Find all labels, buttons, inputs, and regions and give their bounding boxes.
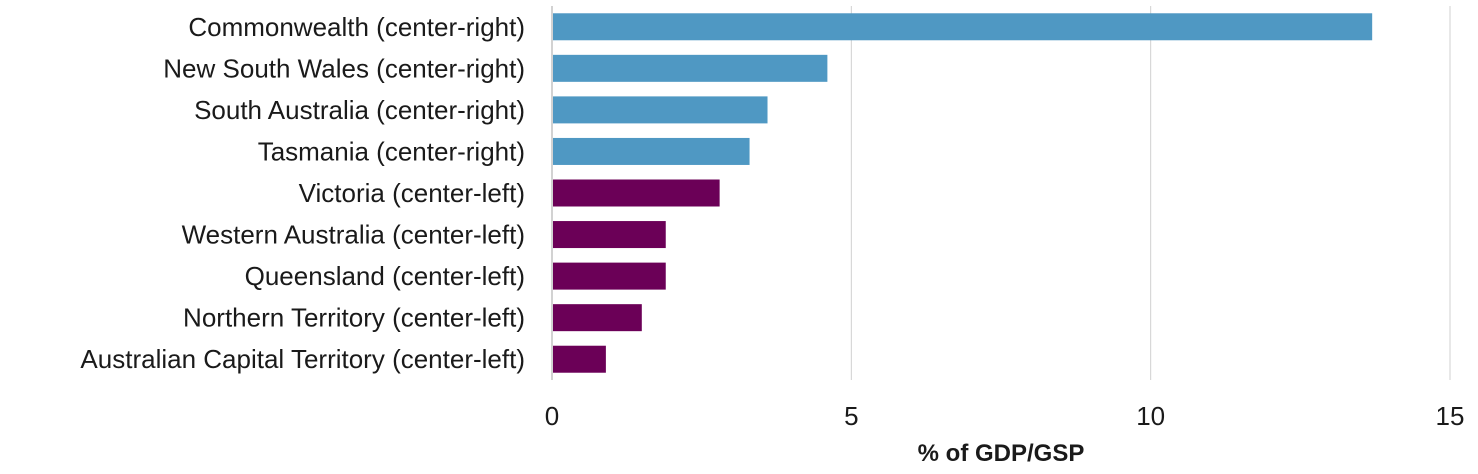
category-label: Northern Territory (center-left): [183, 303, 525, 333]
bar: [553, 221, 666, 249]
x-tick-label: 10: [1136, 401, 1165, 431]
bar: [553, 13, 1373, 41]
category-labels: Commonwealth (center-right) New South Wal…: [80, 12, 525, 374]
x-tick-label: 5: [844, 401, 858, 431]
category-label: South Australia (center-right): [194, 95, 525, 125]
x-tick-labels: 0 5 10 15: [545, 401, 1465, 431]
category-label: New South Wales (center-right): [163, 53, 525, 83]
x-tick-label: 0: [545, 401, 559, 431]
x-tick-label: 15: [1436, 401, 1465, 431]
bars: [553, 13, 1373, 373]
category-label: Western Australia (center-left): [182, 220, 525, 250]
category-label: Tasmania (center-right): [258, 136, 525, 166]
bar: [553, 54, 828, 82]
bar: [553, 304, 642, 332]
bar: [553, 345, 606, 373]
bar: [553, 137, 750, 165]
category-label: Victoria (center-left): [299, 178, 525, 208]
category-label: Australian Capital Territory (center-lef…: [80, 344, 525, 374]
category-label: Commonwealth (center-right): [188, 12, 525, 42]
grid-lines: [850, 6, 1451, 380]
x-axis-title: % of GDP/GSP: [918, 440, 1085, 467]
category-label: Queensland (center-left): [245, 261, 525, 291]
bar: [553, 179, 720, 207]
bar: [553, 262, 666, 290]
bar: [553, 96, 768, 124]
